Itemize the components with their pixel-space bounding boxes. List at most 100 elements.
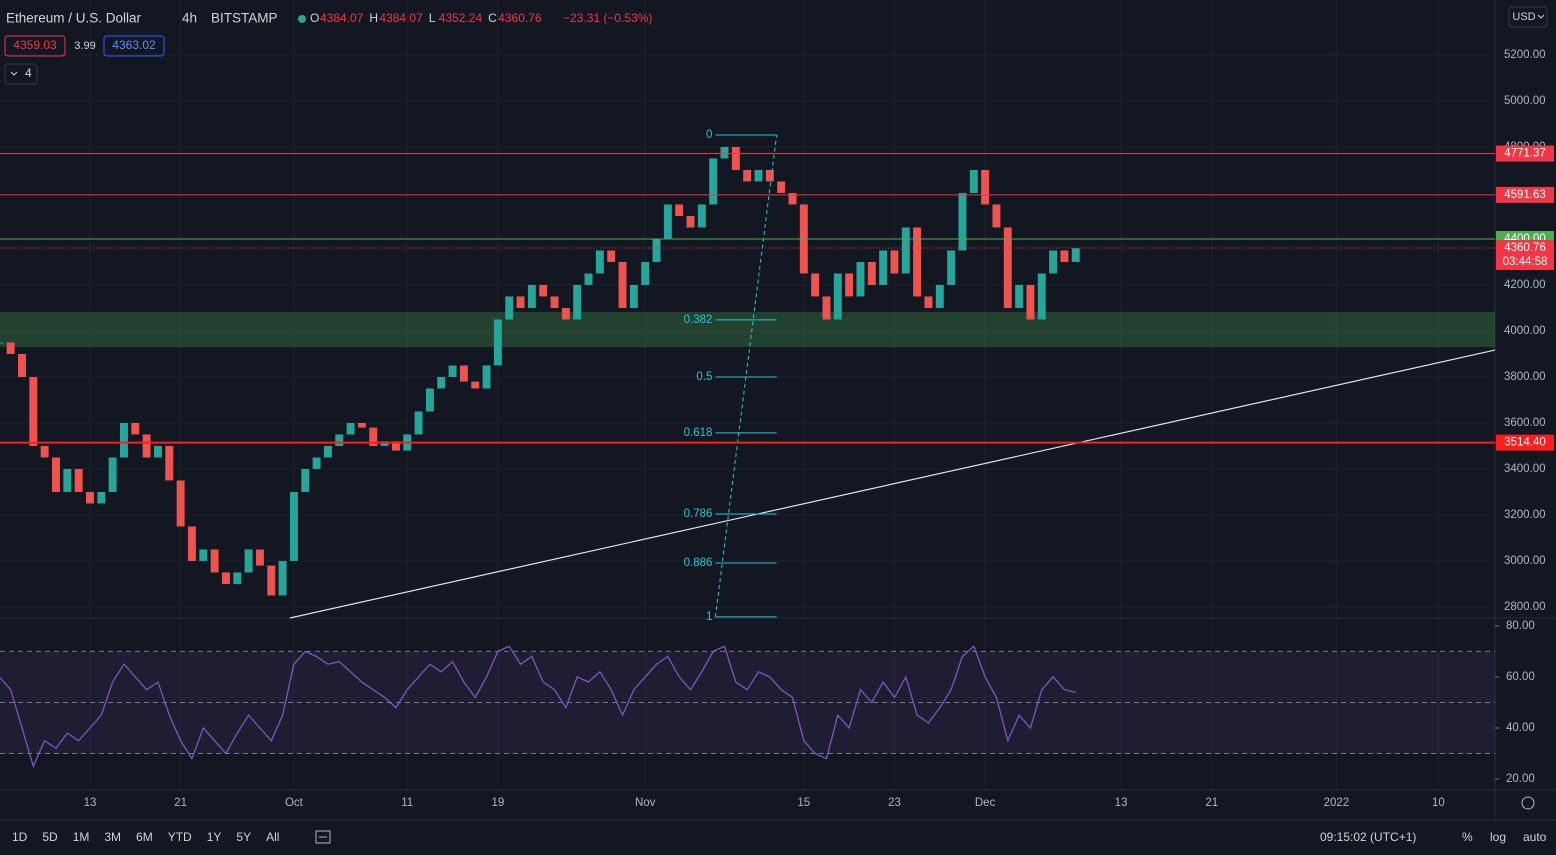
- rsi-tick-label: 20.00: [1506, 773, 1535, 785]
- last-price-label: 4360.76: [1504, 242, 1546, 254]
- candle: [867, 261, 876, 285]
- ohlc-value: 4384.07: [320, 11, 364, 25]
- fib-label: 0.618: [684, 427, 713, 439]
- range-button[interactable]: All: [266, 830, 279, 844]
- chevron-icon: [10, 71, 18, 76]
- status-dot: [298, 15, 306, 23]
- candle: [856, 261, 865, 297]
- candle: [74, 468, 83, 492]
- date-range-icon[interactable]: [315, 830, 331, 844]
- candle: [788, 192, 797, 205]
- candle: [992, 204, 1001, 228]
- ohlc-key: H: [369, 11, 378, 25]
- candle: [561, 307, 570, 320]
- candle: [369, 427, 378, 446]
- y-tick-label: 3200.00: [1504, 509, 1546, 521]
- scale-option[interactable]: log: [1490, 830, 1506, 844]
- bid[interactable]: 4359.03: [13, 38, 57, 52]
- candle: [527, 284, 536, 308]
- candle: [471, 381, 480, 389]
- price-tag: [1496, 145, 1554, 162]
- price-tag-label: 3514.40: [1504, 437, 1546, 449]
- candle: [210, 549, 219, 573]
- candle: [165, 445, 174, 481]
- candle: [516, 296, 525, 308]
- range-button[interactable]: 5D: [42, 830, 58, 844]
- x-tick-label: 19: [491, 797, 504, 809]
- fib-diagonal: [714, 134, 778, 617]
- candle: [40, 445, 49, 458]
- candle: [29, 376, 38, 446]
- toolbar: 1D 5D 1M 3M 6M YTD 1Y 5Y All 09:15:02 (UTC+1)% log…: [12, 796, 1547, 844]
- candle: [6, 342, 15, 354]
- candle: [52, 457, 60, 492]
- candle: [357, 422, 366, 428]
- candle: [697, 204, 706, 228]
- symbol: Ethereum / U.S. Dollar: [6, 11, 142, 26]
- candle: [97, 491, 106, 504]
- scale-option[interactable]: %: [1462, 830, 1473, 844]
- candle: [1060, 250, 1069, 262]
- candle: [913, 227, 922, 297]
- candle: [63, 468, 72, 492]
- header: Ethereum / U.S. Dollar 4h BITSTAMP −23.3…: [4, 6, 1548, 85]
- range-button[interactable]: 1D: [12, 830, 28, 844]
- candle: [731, 146, 740, 170]
- bid-box[interactable]: [4, 35, 66, 57]
- y-tick-label: 3600.00: [1504, 417, 1546, 429]
- y-tick-label: 5000.00: [1504, 95, 1546, 107]
- candle: [448, 365, 457, 377]
- candle: [618, 261, 627, 308]
- candle: [289, 491, 298, 561]
- candle: [969, 169, 978, 193]
- candle: [505, 296, 514, 320]
- price-tag-label: 4771.37: [1504, 148, 1546, 160]
- fib-label: 1: [706, 611, 712, 623]
- ohlc-value: 4360.76: [498, 11, 542, 25]
- candle: [482, 365, 491, 389]
- range-button[interactable]: 6M: [136, 830, 153, 844]
- exchange: BITSTAMP: [211, 11, 278, 26]
- ask-box[interactable]: [103, 35, 165, 57]
- scale-option[interactable]: auto: [1523, 830, 1547, 844]
- range-button[interactable]: YTD: [168, 830, 192, 844]
- candle: [709, 158, 718, 205]
- y-tick-label: 3800.00: [1504, 371, 1546, 383]
- fib-label: 0.786: [684, 508, 713, 520]
- y-tick-label: 3000.00: [1504, 555, 1546, 567]
- candle: [391, 441, 400, 451]
- y-tick-label: 4000.00: [1504, 325, 1546, 337]
- range-button[interactable]: 5Y: [236, 830, 251, 844]
- ohlc-value: 4384.07: [379, 11, 423, 25]
- rsi-tick-label: 80.00: [1506, 620, 1535, 632]
- ask[interactable]: 4363.02: [112, 38, 156, 52]
- y-tick-label: 5200.00: [1504, 49, 1546, 61]
- candle: [720, 146, 729, 159]
- range-button[interactable]: 1M: [73, 830, 90, 844]
- settings-icon[interactable]: [1521, 796, 1535, 810]
- candle: [142, 434, 151, 458]
- x-tick-label: 11: [401, 797, 413, 809]
- candle: [267, 565, 276, 596]
- x-tick-label: 21: [174, 797, 187, 809]
- range-button[interactable]: 3M: [104, 830, 121, 844]
- change: −23.31 (−0.53%): [563, 11, 652, 25]
- candle: [845, 273, 854, 297]
- candle: [1071, 248, 1080, 262]
- indicators-count[interactable]: 4: [25, 66, 32, 80]
- candle: [1003, 227, 1012, 308]
- candle: [301, 468, 310, 492]
- countdown: 03:44:58: [1503, 256, 1548, 268]
- candle: [743, 169, 752, 182]
- currency[interactable]: USD: [1512, 11, 1535, 23]
- content: O 4384.07 H 4384.07 L 4352.24 C 4360.765200.005…: [0, 0, 1554, 809]
- indicators-toggle[interactable]: [4, 63, 38, 85]
- candle: [323, 445, 332, 458]
- range-button[interactable]: 1Y: [207, 830, 222, 844]
- candle: [663, 204, 672, 239]
- candle: [811, 273, 820, 297]
- fib-label: 0: [706, 129, 712, 141]
- currency-box[interactable]: [1508, 6, 1548, 28]
